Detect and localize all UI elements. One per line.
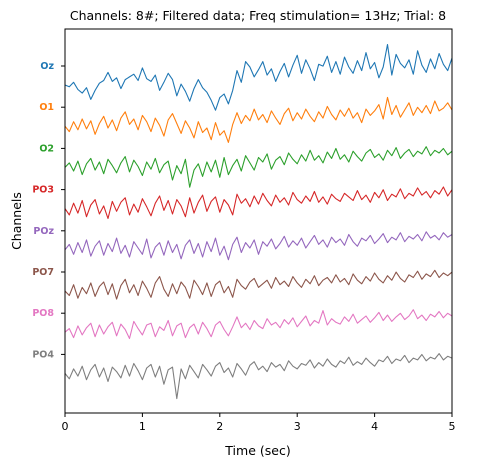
x-axis: 0 1 2 3 4 5 — [62, 413, 456, 433]
x-tick-label: 5 — [449, 420, 456, 433]
channel-label-po4: PO4 — [32, 349, 54, 360]
series-line-po7 — [64, 269, 453, 300]
series-line-po8 — [64, 309, 453, 340]
series-line-oz — [64, 43, 453, 111]
channel-label-oz: Oz — [40, 61, 54, 72]
channel-label-o2: O2 — [39, 143, 54, 154]
channel-label-po7: PO7 — [32, 267, 54, 278]
chart-title: Channels: 8#; Filtered data; Freq stimul… — [70, 8, 446, 23]
y-axis-channel-labels: Oz O1 O2 PO3 POz PO7 PO8 PO4 — [32, 61, 65, 360]
series-line-o1 — [64, 96, 453, 143]
x-tick-label: 1 — [139, 420, 146, 433]
series-line-po3 — [64, 186, 453, 220]
x-axis-label: Time (sec) — [224, 443, 290, 458]
channel-label-o1: O1 — [39, 102, 54, 113]
channel-label-po8: PO8 — [32, 308, 54, 319]
x-tick-label: 0 — [62, 420, 69, 433]
plot-area — [64, 43, 453, 400]
x-tick-label: 2 — [216, 420, 223, 433]
channel-label-poz: POz — [33, 226, 54, 237]
series-line-poz — [64, 231, 453, 261]
x-tick-label: 3 — [294, 420, 301, 433]
series-line-o2 — [64, 146, 453, 188]
y-axis-label: Channels — [9, 192, 24, 250]
channel-label-po3: PO3 — [32, 185, 54, 196]
plot-frame — [64, 28, 453, 414]
x-tick-label: 4 — [371, 420, 378, 433]
series-line-po4 — [64, 353, 453, 400]
